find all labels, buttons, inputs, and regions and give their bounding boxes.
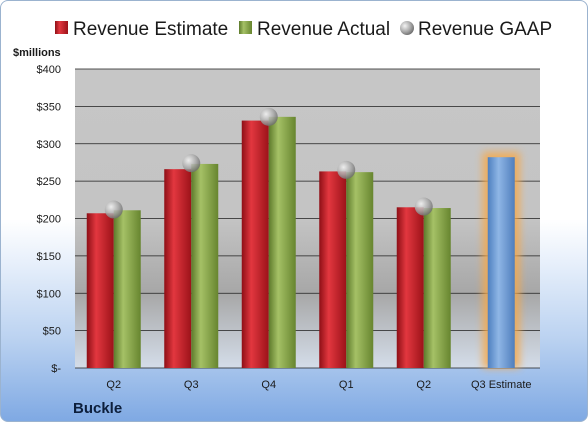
x-tick-label: Q1 [339, 379, 354, 391]
revenue-actual-bar [423, 208, 451, 368]
y-tick-label: $250 [37, 176, 61, 188]
revenue-gaap-marker [259, 107, 278, 126]
y-tick-label: $150 [37, 251, 61, 263]
revenue-gaap-marker [414, 197, 433, 216]
gridlines [75, 68, 540, 369]
chart-legend: Revenue Estimate Revenue Actual Revenue GA… [55, 19, 552, 40]
y-tick-label: $50 [43, 326, 61, 338]
revenue-gaap-marker [182, 154, 201, 173]
x-tick-label: Q2 [106, 379, 121, 391]
legend-label: Revenue Actual [257, 19, 390, 40]
y-tick-label: $100 [37, 288, 61, 300]
x-tick-label: Q3 [184, 379, 199, 391]
y-tick-label: $- [51, 363, 61, 375]
revenue-actual-bar [346, 172, 374, 368]
company-name: Buckle [73, 400, 122, 417]
revenue-gaap-marker [104, 200, 123, 219]
revenue-actual-bar [113, 210, 141, 368]
x-tick-label: Q3 Estimate [471, 379, 532, 391]
revenue-actual-bar [191, 163, 219, 368]
revenue-actual-bar [268, 116, 296, 368]
legend-swatch-2 [239, 21, 252, 34]
revenue-estimate-bar [396, 207, 424, 368]
revenue-gaap-marker [337, 160, 356, 179]
bars [86, 107, 520, 368]
x-tick-label: Q2 [416, 379, 431, 391]
legend-swatch-1 [55, 21, 68, 34]
legend-label: Revenue GAAP [418, 19, 552, 40]
revenue-estimate-bar [241, 120, 269, 368]
revenue-estimate-bar [164, 169, 192, 368]
y-tick-label: $400 [37, 64, 61, 76]
y-tick-label: $200 [37, 214, 61, 226]
legend-swatch-3 [400, 21, 414, 35]
revenue-estimate-bar [86, 213, 114, 368]
y-tick-label: $300 [37, 139, 61, 151]
x-axis: Q2 Q3 Q4 Q1 Q2 Q3 Estimate [106, 379, 531, 391]
projected-estimate-bar [487, 157, 515, 368]
revenue-estimate-bar [319, 171, 347, 368]
legend-label: Revenue Estimate [73, 19, 228, 40]
y-tick-label: $350 [37, 101, 61, 113]
y-axis: $- $50 $100 $150 $200 $250 $300 $350 $400 [37, 64, 62, 375]
y-axis-unit-label: $millions [13, 47, 61, 59]
x-tick-label: Q4 [261, 379, 276, 391]
